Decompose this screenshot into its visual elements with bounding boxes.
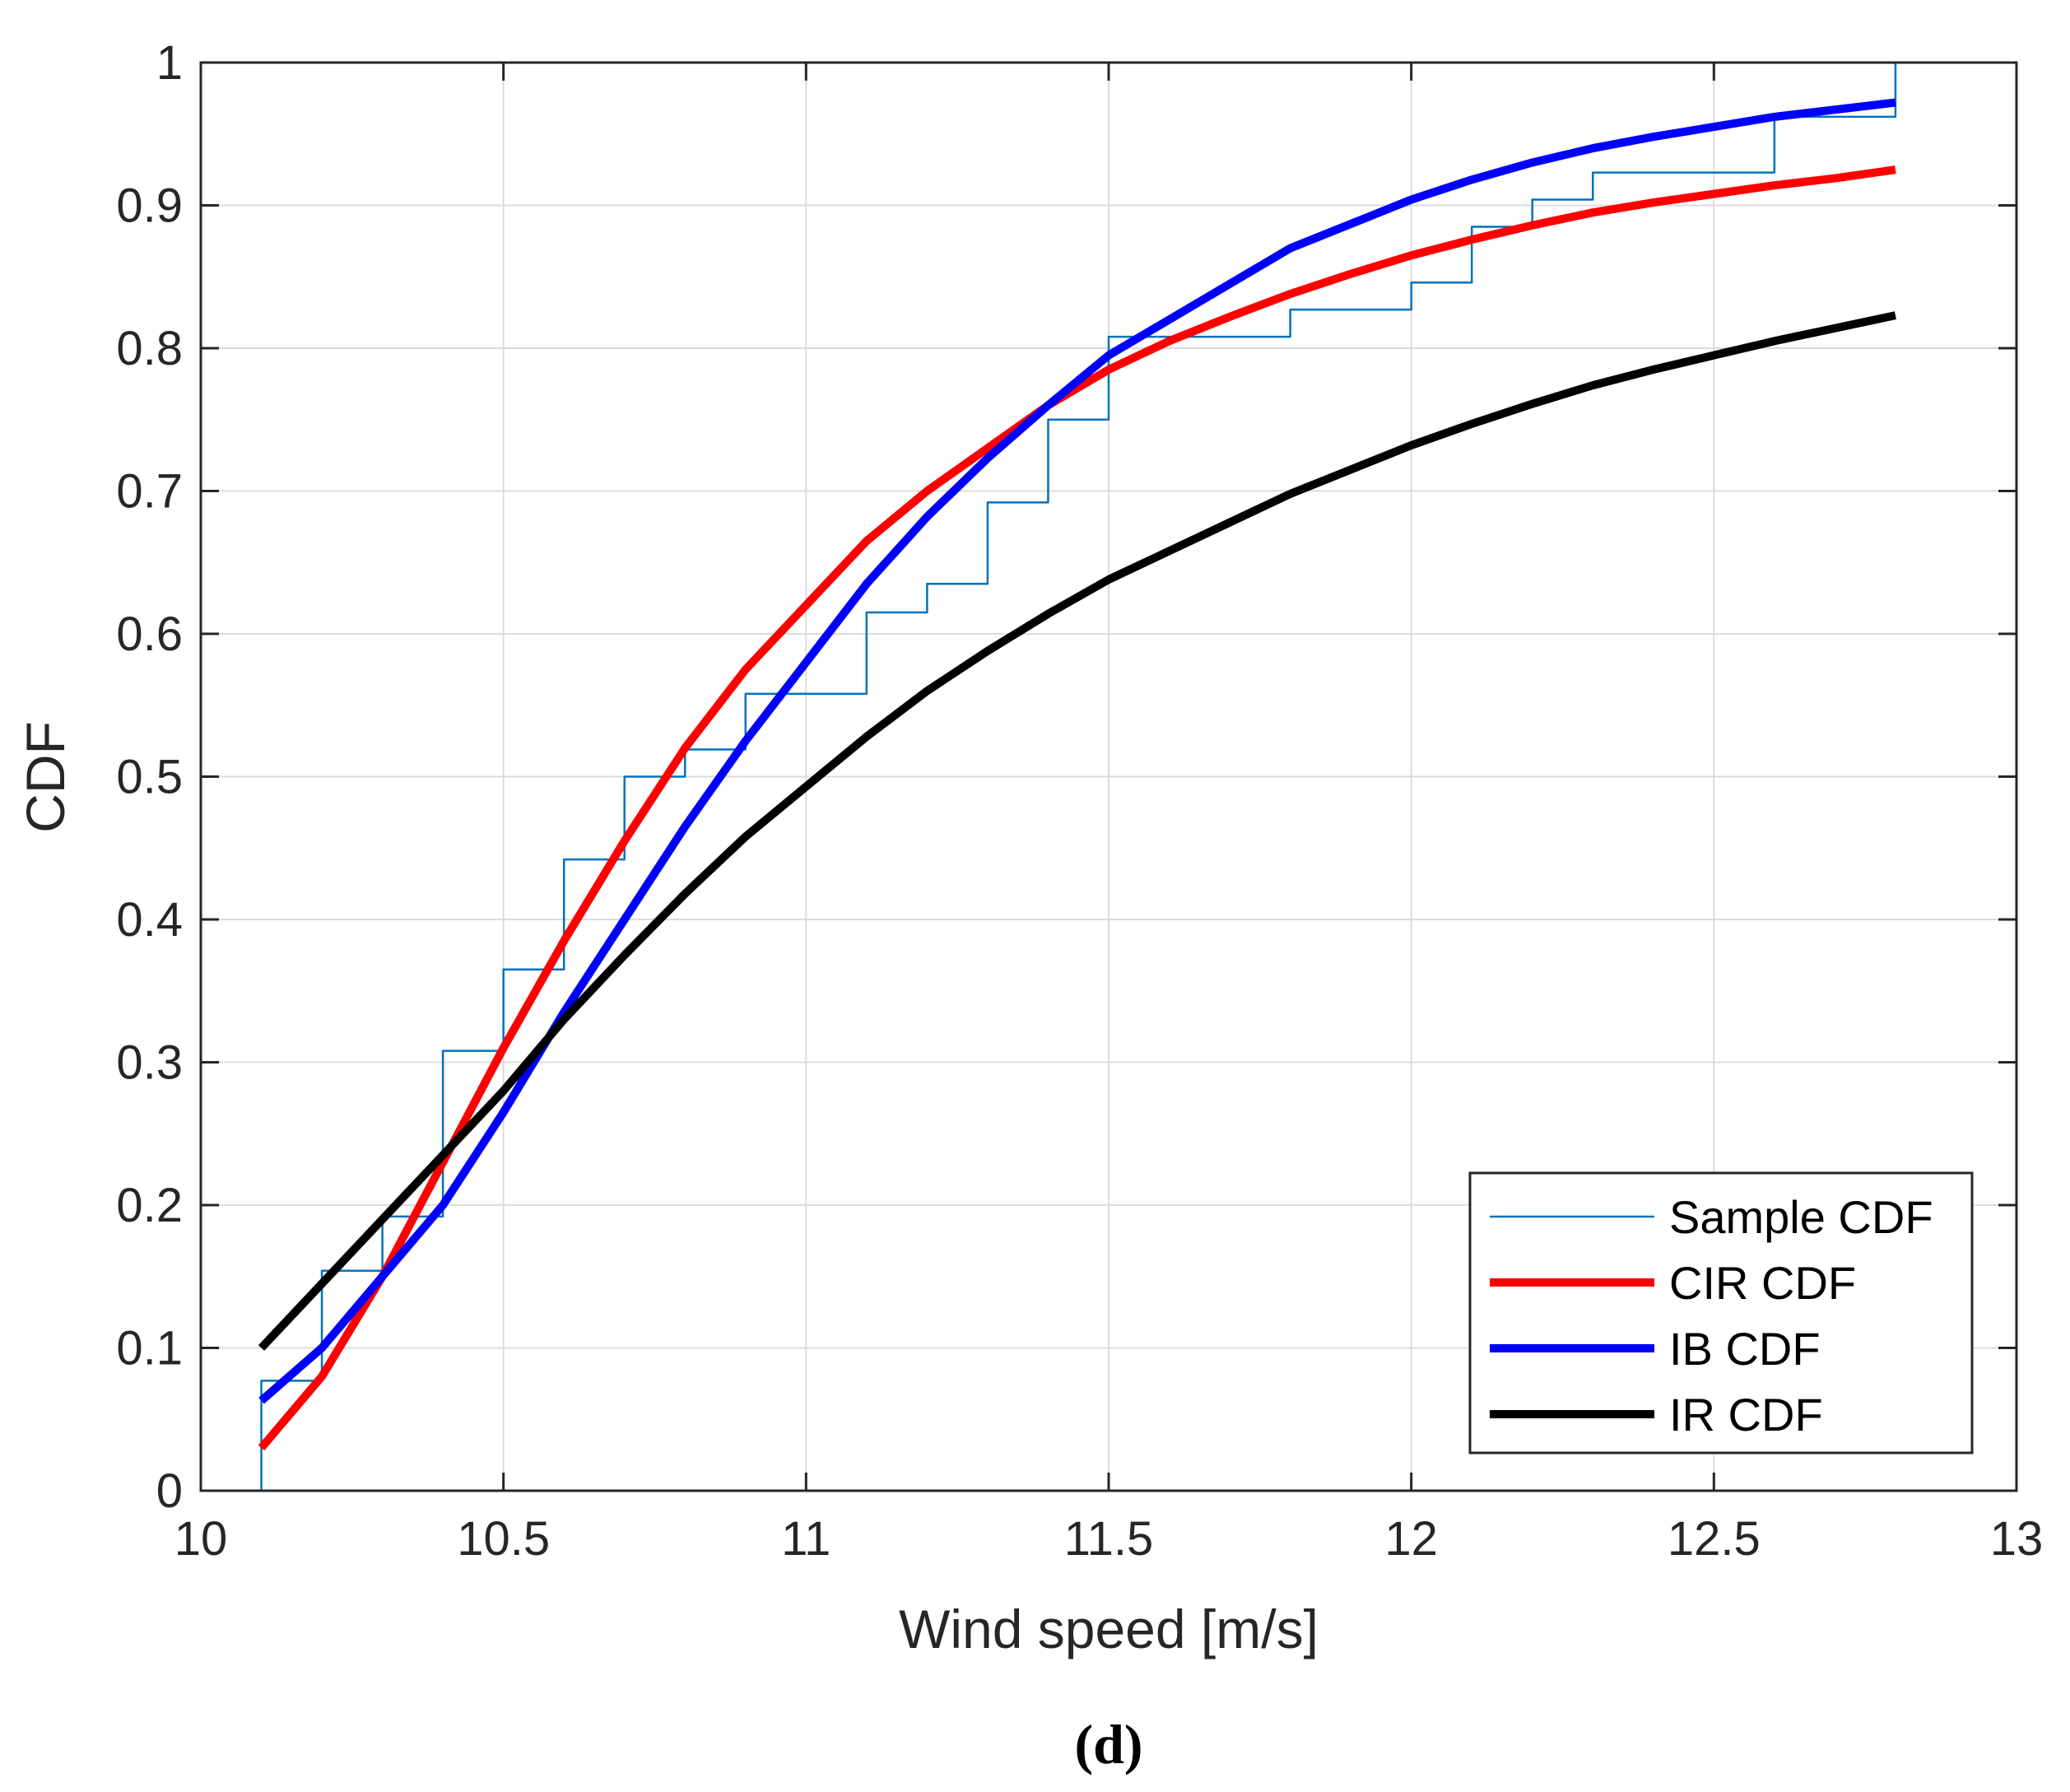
x-tick-label: 11.5 <box>1064 1512 1154 1566</box>
ir-cdf-line <box>258 311 1896 1351</box>
y-tick-label: 0.4 <box>116 893 183 947</box>
plot-series <box>258 63 1897 1491</box>
ib-cdf-line <box>258 98 1896 1404</box>
y-tick-label: 0.5 <box>116 751 183 804</box>
y-tick-label: 0.9 <box>116 179 183 233</box>
x-tick-label: 11 <box>781 1512 830 1566</box>
y-tick-label: 0.8 <box>116 322 183 375</box>
x-tick-label: 13 <box>1990 1512 2044 1566</box>
legend-label-cir-cdf: CIR CDF <box>1669 1257 1856 1309</box>
y-tick-label: 0.2 <box>116 1179 183 1232</box>
y-tick-label: 0 <box>156 1464 183 1518</box>
axis-ticks <box>199 61 2018 1492</box>
y-tick-label: 0.1 <box>116 1322 183 1375</box>
x-axis-label: Wind speed [m/s] <box>899 1599 1319 1659</box>
legend-label-ib-cdf: IB CDF <box>1669 1323 1821 1375</box>
x-tick-label: 10.5 <box>457 1512 550 1566</box>
y-tick-label: 0.3 <box>116 1036 183 1090</box>
legend-box <box>1468 1171 1974 1455</box>
x-tick-label: 12 <box>1384 1512 1438 1566</box>
y-tick-label: 0.6 <box>116 607 183 661</box>
legend-label-sample-cdf: Sample CDF <box>1669 1191 1933 1243</box>
grid <box>201 63 2017 1491</box>
legend: Sample CDF CIR CDF IB CDF IR CDF <box>1468 1171 1974 1455</box>
legend-label-ir-cdf: IR CDF <box>1669 1389 1823 1441</box>
figure-caption: (d) <box>1074 1713 1142 1776</box>
x-tick-labels: 10 10.5 11 11.5 12 12.5 13 <box>174 1512 2044 1566</box>
x-tick-label: 12.5 <box>1668 1512 1761 1566</box>
y-tick-labels: 0 0.1 0.2 0.3 0.4 0.5 0.6 0.7 0.8 0.9 1 <box>116 36 183 1518</box>
cir-cdf-line <box>258 165 1896 1451</box>
y-tick-label: 0.7 <box>116 465 183 519</box>
x-tick-label: 10 <box>174 1512 228 1566</box>
y-tick-label: 1 <box>156 36 183 90</box>
y-axis-label: CDF <box>15 721 76 833</box>
